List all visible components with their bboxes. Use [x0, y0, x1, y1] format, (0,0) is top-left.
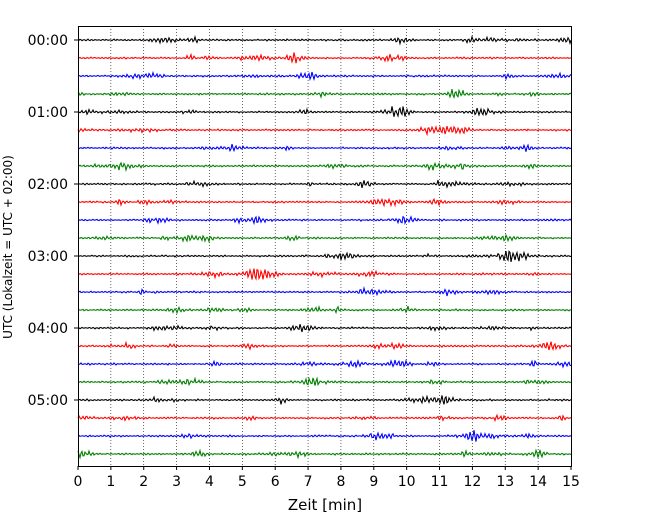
x-tick-label-14: 14: [529, 474, 547, 490]
y-tick-label-03:00: 03:00: [28, 249, 68, 265]
trace-00:00: [77, 35, 572, 46]
x-tick-label-5: 5: [238, 474, 247, 490]
trace-02:45: [77, 233, 572, 244]
x-tick-label-11: 11: [431, 474, 449, 490]
x-axis-label: Zeit [min]: [288, 496, 362, 514]
y-tick-label-04:00: 04:00: [28, 321, 68, 337]
trace-03:30: [77, 286, 572, 297]
trace-00:45: [77, 88, 572, 99]
x-tick-label-4: 4: [205, 474, 214, 490]
trace-01:15: [77, 125, 572, 137]
trace-04:00: [77, 324, 572, 333]
trace-00:15: [77, 52, 572, 64]
x-axis-ticks: 0 1 2 3 4 5 6 7 8 9 10 11 12 13 14 15: [74, 466, 580, 490]
x-tick-label-1: 1: [106, 474, 115, 490]
y-axis-ticks: 00:00 01:00 02:00 03:00 04:00 05:00: [28, 33, 78, 409]
vertical-gridlines: [110, 26, 539, 466]
x-tick-label-7: 7: [304, 474, 313, 490]
trace-03:45: [77, 304, 572, 315]
x-tick-label-6: 6: [271, 474, 280, 490]
trace-03:15: [77, 267, 572, 281]
trace-lines: [77, 35, 572, 460]
y-tick-label-00:00: 00:00: [28, 33, 68, 49]
x-tick-label-12: 12: [463, 474, 481, 490]
trace-00:30: [77, 70, 572, 82]
x-tick-label-15: 15: [562, 474, 580, 490]
trace-04:45: [77, 376, 572, 387]
trace-04:15: [77, 340, 572, 352]
trace-01:30: [77, 143, 572, 153]
trace-04:30: [77, 359, 572, 369]
trace-01:00: [77, 106, 572, 118]
x-tick-label-2: 2: [139, 474, 148, 490]
y-tick-label-02:00: 02:00: [28, 177, 68, 193]
trace-02:30: [77, 215, 572, 226]
x-tick-label-0: 0: [74, 474, 83, 490]
trace-05:00: [77, 394, 572, 405]
y-tick-label-01:00: 01:00: [28, 105, 68, 121]
plot-frame: [78, 26, 572, 467]
trace-02:00: [77, 179, 572, 189]
trace-03:00: [77, 250, 572, 263]
x-tick-label-13: 13: [496, 474, 514, 490]
y-axis-label: UTC (Lokalzeit = UTC + 02:00): [1, 155, 15, 339]
x-tick-label-8: 8: [336, 474, 345, 490]
y-tick-label-05:00: 05:00: [28, 393, 68, 409]
trace-05:45: [77, 448, 572, 460]
x-tick-label-3: 3: [172, 474, 181, 490]
trace-05:30: [77, 430, 572, 442]
trace-05:15: [77, 413, 572, 423]
trace-01:45: [77, 161, 572, 173]
x-tick-label-10: 10: [398, 474, 416, 490]
x-tick-label-9: 9: [369, 474, 378, 490]
trace-02:15: [77, 197, 572, 208]
